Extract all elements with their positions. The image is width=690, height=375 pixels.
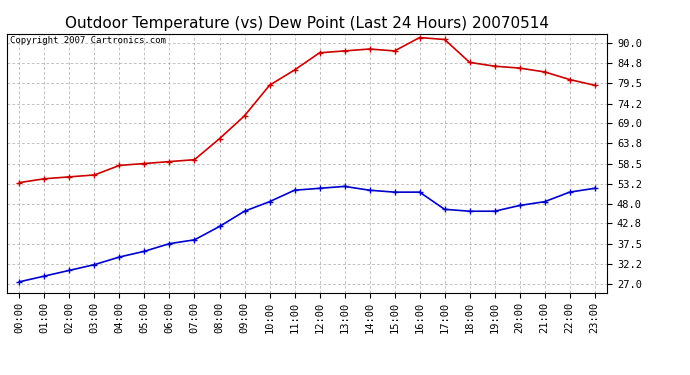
Title: Outdoor Temperature (vs) Dew Point (Last 24 Hours) 20070514: Outdoor Temperature (vs) Dew Point (Last… (65, 16, 549, 31)
Text: Copyright 2007 Cartronics.com: Copyright 2007 Cartronics.com (10, 36, 166, 45)
